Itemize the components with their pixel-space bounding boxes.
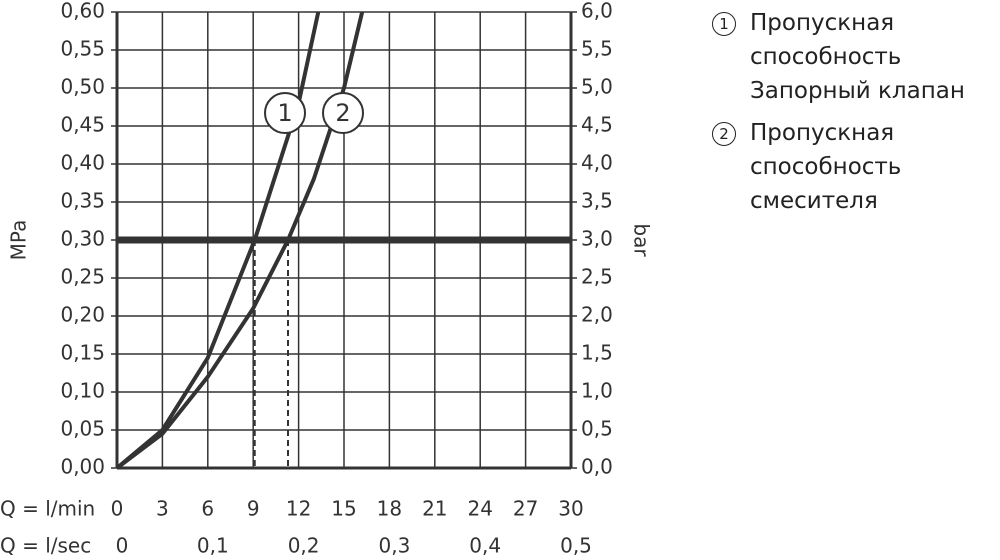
x2-tick-label: 0,1 (197, 534, 229, 558)
x-tick-label: 15 (331, 497, 356, 521)
x-tick-label: 0 (111, 497, 124, 521)
x-tick-label: 12 (286, 497, 311, 521)
series-line (115, 11, 321, 470)
legend-symbol: 1 (712, 12, 736, 36)
y-tick-label: 0,20 (60, 303, 105, 327)
y2-tick-label: 2,5 (581, 265, 613, 289)
y2-tick-label: 5,0 (581, 75, 613, 99)
y-axis-label: MPa (7, 220, 31, 261)
y-tick-label: 0,00 (60, 455, 105, 479)
y-tick-label: 0,25 (60, 265, 105, 289)
x-tick-label: 21 (422, 497, 447, 521)
y2-tick-label: 3,0 (581, 227, 613, 251)
y-tick-label: 0,45 (60, 113, 105, 137)
y2-tick-label: 4,0 (581, 151, 613, 175)
y2-tick-label: 3,5 (581, 189, 613, 213)
y-tick-label: 0,10 (60, 379, 105, 403)
x-tick-label: 9 (247, 497, 260, 521)
chart: MPa bar Q = l/min Q = l/sec 0,000,050,10… (0, 0, 654, 558)
y2-tick-label: 1,0 (581, 379, 613, 403)
legend-entry: 2 Пропускная способность смесителя (712, 116, 1000, 218)
y-tick-label: 0,55 (60, 37, 105, 61)
y2-tick-label: 4,5 (581, 113, 613, 137)
y-tick-label: 0,15 (60, 341, 105, 365)
x-tick-label: 27 (513, 497, 538, 521)
series-marker-label: 1 (277, 99, 292, 127)
y-tick-label: 0,35 (60, 189, 105, 213)
x-axis-label: Q = l/min (0, 497, 95, 521)
legend-symbol: 2 (712, 122, 736, 146)
y2-tick-label: 0,0 (581, 455, 613, 479)
y2-tick-label: 5,5 (581, 37, 613, 61)
series-marker (264, 92, 306, 134)
y2-axis-label: bar (630, 223, 654, 257)
x2-tick-label: 0,2 (288, 534, 320, 558)
x-tick-label: 3 (156, 497, 169, 521)
x2-axis-label: Q = l/sec (0, 534, 91, 558)
x2-tick-label: 0,5 (560, 534, 592, 558)
y-tick-label: 0,50 (60, 75, 105, 99)
x-tick-label: 24 (467, 497, 492, 521)
legend: 1 Пропускная способность Запорный клапан 2… (712, 6, 1000, 226)
y2-tick-label: 0,5 (581, 417, 613, 441)
series-marker (322, 92, 364, 134)
x2-tick-label: 0 (116, 534, 129, 558)
x2-tick-label: 0,4 (469, 534, 501, 558)
x-tick-label: 30 (558, 497, 583, 521)
legend-label: Пропускная способность смесителя (750, 120, 902, 214)
y2-tick-label: 2,0 (581, 303, 613, 327)
x2-tick-label: 0,3 (378, 534, 410, 558)
legend-label: Пропускная способность Запорный клапан (750, 10, 965, 104)
x-tick-label: 18 (377, 497, 402, 521)
y-tick-label: 0,40 (60, 151, 105, 175)
series-marker-label: 2 (335, 99, 350, 127)
y2-tick-label: 6,0 (581, 0, 613, 23)
y2-tick-label: 1,5 (581, 341, 613, 365)
y-tick-label: 0,60 (60, 0, 105, 23)
legend-entry: 1 Пропускная способность Запорный клапан (712, 6, 1000, 108)
y-tick-label: 0,30 (60, 227, 105, 251)
x-tick-label: 6 (201, 497, 214, 521)
y-tick-label: 0,05 (60, 417, 105, 441)
